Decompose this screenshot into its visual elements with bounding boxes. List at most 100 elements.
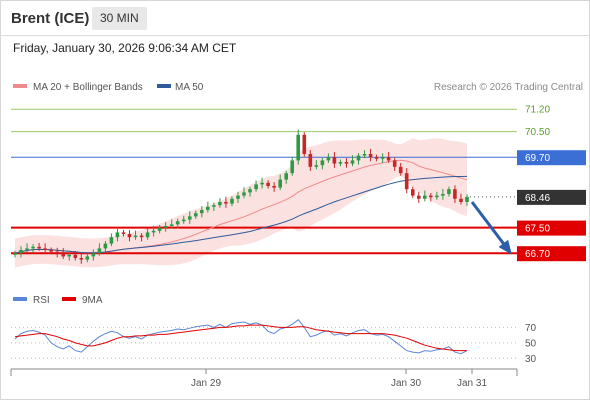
rsi-ma-line <box>14 324 467 352</box>
candle-body <box>13 253 17 255</box>
rsi-legend-label: RSI <box>33 295 50 306</box>
candle-body <box>139 235 144 238</box>
price-tag-label: 71.20 <box>525 105 550 116</box>
candle-body <box>350 160 355 164</box>
candle <box>67 252 71 261</box>
candles <box>13 129 469 264</box>
candle <box>423 190 427 202</box>
candle-body <box>380 157 385 159</box>
candle <box>230 196 234 207</box>
rsi-tick-label-50: 50 <box>525 338 537 349</box>
candle-body <box>194 213 198 217</box>
candle <box>338 159 343 167</box>
candle <box>13 250 17 258</box>
price-tag-70-50: 70.50 <box>525 127 550 138</box>
candle <box>302 132 307 157</box>
candle <box>224 196 228 208</box>
candle-body <box>266 182 270 186</box>
candle <box>103 241 108 253</box>
candle-body <box>206 206 210 210</box>
candle-body <box>133 235 138 238</box>
x-tick-label: Jan 29 <box>191 378 221 389</box>
price-tag-label: 70.50 <box>525 127 550 138</box>
candle-body <box>19 250 23 254</box>
candle <box>386 152 391 163</box>
candle-body <box>308 154 313 167</box>
price-tag-label: 67.50 <box>525 224 550 235</box>
candle-body <box>200 210 204 214</box>
candle-body <box>242 192 246 196</box>
candle <box>350 155 355 167</box>
candle <box>404 168 409 194</box>
price-tag-69-70: 69.70 <box>517 150 586 166</box>
candle <box>97 243 102 256</box>
candle-body <box>423 195 427 199</box>
candle <box>284 170 288 184</box>
x-axis-labels: Jan 29 Jan 30 Jan 31 <box>191 369 487 389</box>
candle <box>188 211 192 224</box>
candle <box>31 244 35 253</box>
candle <box>61 248 65 259</box>
candle <box>272 182 276 192</box>
candle-body <box>67 254 71 257</box>
candle-body <box>181 219 186 222</box>
candle-body <box>145 232 150 238</box>
candle-body <box>248 189 252 193</box>
projection-arrow <box>470 201 512 255</box>
ma50-legend-swatch <box>157 84 171 88</box>
candle <box>175 218 180 229</box>
candle-body <box>435 195 439 198</box>
candle <box>447 186 451 197</box>
candle-body <box>85 256 90 260</box>
candle <box>308 150 313 171</box>
candle <box>411 186 415 199</box>
candle-body <box>236 195 240 199</box>
candle-body <box>459 198 463 202</box>
candle-body <box>127 234 132 238</box>
candle <box>326 153 331 163</box>
candle-body <box>73 254 78 258</box>
candle-body <box>55 251 59 254</box>
x-tick-label: Jan 31 <box>457 378 487 389</box>
candle-body <box>326 157 331 161</box>
candle <box>248 186 252 197</box>
candle-body <box>398 166 403 174</box>
candle-body <box>31 246 35 249</box>
price-tag-box <box>517 220 586 236</box>
price-tag-67-50: 67.50 <box>517 220 586 236</box>
price-tags: 71.20 70.50 69.70 68.46 67.50 66.70 <box>517 105 586 262</box>
candle <box>25 243 29 253</box>
candle <box>115 227 120 242</box>
candle <box>260 177 264 189</box>
candle <box>368 148 373 162</box>
candle <box>356 153 361 165</box>
candle <box>296 129 300 165</box>
candle <box>429 193 433 202</box>
candle-body <box>314 165 319 167</box>
candle-body <box>61 253 65 257</box>
rsi-panel: 70 50 30 <box>11 319 537 365</box>
candle <box>73 250 78 261</box>
candle <box>392 157 397 171</box>
candle-body <box>465 196 469 202</box>
candle-body <box>37 246 41 249</box>
candle-body <box>344 162 349 164</box>
price-tag-box <box>517 150 586 166</box>
candle <box>374 154 379 162</box>
candle <box>163 222 168 232</box>
candle-body <box>320 160 325 166</box>
candle <box>218 198 222 208</box>
projection-arrow-head <box>498 239 512 255</box>
candle-body <box>79 258 84 260</box>
candle-body <box>278 179 282 188</box>
ma50-line <box>14 175 468 254</box>
candle-body <box>109 237 114 244</box>
candle <box>314 160 319 170</box>
candle <box>453 185 457 203</box>
candle <box>181 215 186 224</box>
candle <box>459 193 463 205</box>
timeframe-button[interactable]: 30 MIN <box>92 7 147 30</box>
instrument-title: Brent (ICE) <box>11 10 90 27</box>
ma50-legend-label: MA 50 <box>175 82 204 93</box>
candle-body <box>43 248 47 250</box>
